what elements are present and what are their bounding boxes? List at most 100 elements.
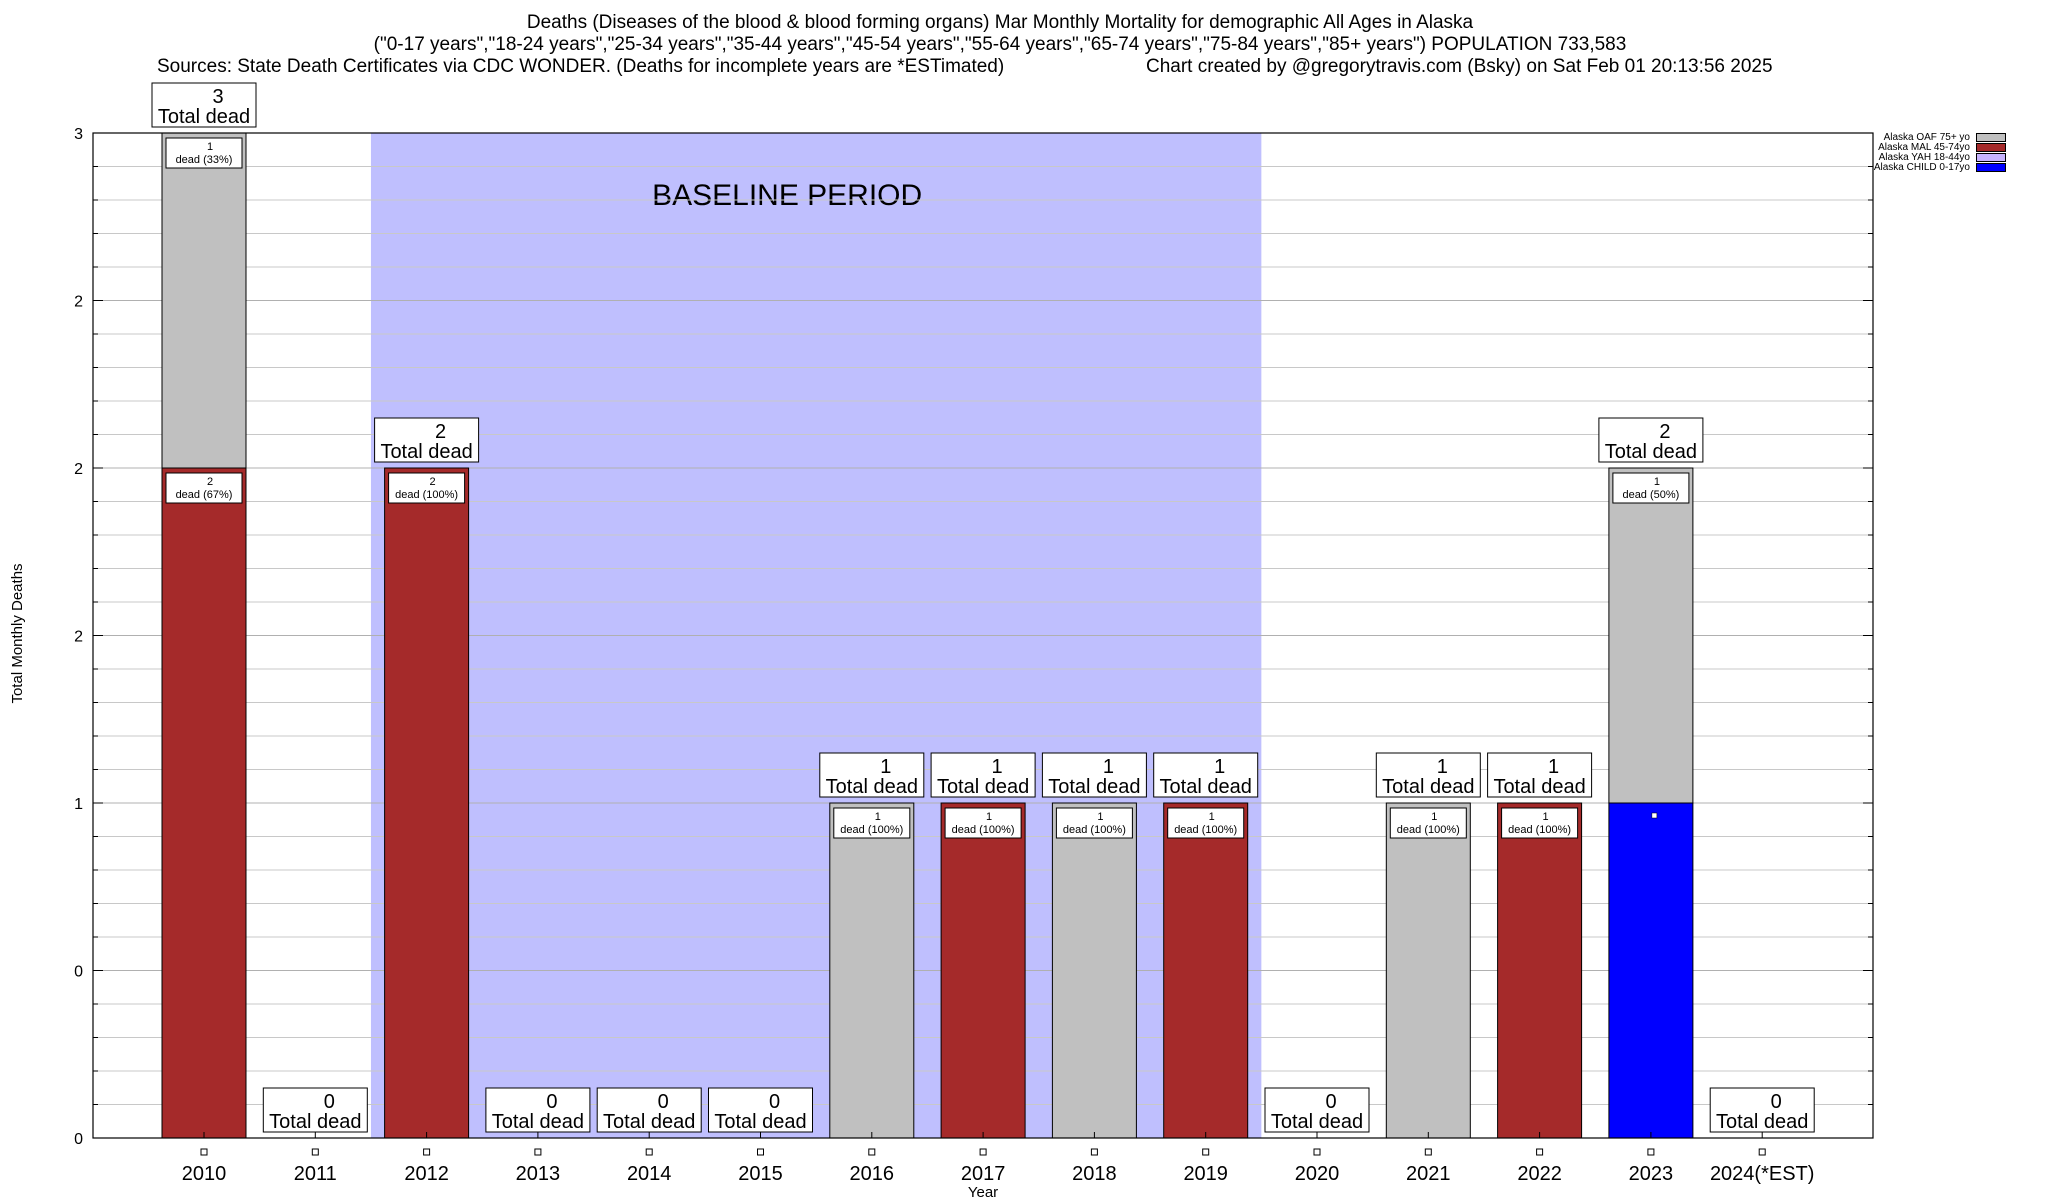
bar-segment — [384, 467, 470, 1139]
x-tick-label: 2010 — [182, 1163, 227, 1185]
segment-count: 1 — [1097, 811, 1103, 823]
legend-swatch — [1976, 133, 2006, 142]
x-marker — [645, 1148, 653, 1156]
total-label: Total dead — [1048, 776, 1140, 798]
total-label-box — [1264, 1087, 1370, 1133]
total-label-box — [1153, 752, 1259, 798]
total-label-box — [1709, 1087, 1815, 1133]
x-tick-label: 2014 — [627, 1163, 672, 1185]
y-axis-label: Total Monthly Deaths — [9, 563, 26, 703]
segment-label: dead (100%) — [1063, 824, 1126, 836]
segment-count: 1 — [1543, 811, 1549, 823]
bar-segment — [161, 467, 247, 1139]
total-count: 1 — [1103, 756, 1114, 778]
total-label: Total dead — [826, 776, 918, 798]
legend-entry: Alaska OAF 75+ yo — [1884, 132, 2006, 143]
total-count: 1 — [1548, 756, 1559, 778]
legend-label: Alaska OAF 75+ yo — [1883, 132, 1970, 143]
chart-title: Deaths (Diseases of the blood & blood fo… — [526, 12, 1474, 33]
x-tick-label: 2019 — [1183, 1163, 1228, 1185]
total-label: Total dead — [1382, 776, 1474, 798]
total-label-box — [1487, 752, 1593, 798]
y-tick-label: 2 — [74, 629, 83, 646]
segment-label: dead (100%) — [395, 489, 458, 501]
x-marker — [1536, 1148, 1544, 1156]
total-count: 1 — [1214, 756, 1225, 778]
bar-segment — [1051, 802, 1137, 1139]
total-count: 1 — [880, 756, 891, 778]
segment-count: 1 — [1209, 811, 1215, 823]
x-marker — [311, 1148, 319, 1156]
x-marker — [979, 1148, 987, 1156]
legend-entry: Alaska CHILD 0-17yo — [1874, 162, 2006, 173]
segment-label: dead (100%) — [1508, 824, 1571, 836]
legend-swatch — [1976, 143, 2006, 152]
total-count: 1 — [1437, 756, 1448, 778]
legend-swatch — [1976, 163, 2006, 172]
segment-label: dead (33%) — [176, 154, 233, 166]
x-marker — [423, 1148, 431, 1156]
y-tick-label: 0 — [74, 1131, 83, 1148]
segment-label-box — [944, 807, 1022, 839]
total-label: Total dead — [1716, 1111, 1808, 1133]
bar-segment — [1163, 802, 1249, 1139]
x-tick-label: 2011 — [294, 1163, 337, 1185]
total-label: Total dead — [492, 1111, 584, 1133]
segment-count: 1 — [1654, 476, 1660, 488]
legend-entry: Alaska YAH 18-44yo — [1879, 152, 2006, 163]
x-marker — [1424, 1148, 1432, 1156]
total-label: Total dead — [269, 1111, 361, 1133]
x-marker — [757, 1148, 764, 1156]
x-marker — [868, 1148, 876, 1156]
sources-text: Sources: State Death Certificates via CD… — [157, 56, 1005, 77]
plot-frame — [92, 132, 1874, 1139]
x-tick-label: 2020 — [1295, 1163, 1340, 1185]
total-count: 0 — [1325, 1091, 1336, 1113]
segment-label-box — [388, 472, 466, 504]
x-tick-label: 2016 — [850, 1163, 895, 1185]
total-label: Total dead — [937, 776, 1029, 798]
total-label-box — [708, 1087, 813, 1133]
total-label-box — [374, 417, 480, 463]
x-marker — [200, 1148, 208, 1156]
bar-segment — [829, 802, 915, 1139]
total-count: 0 — [658, 1091, 669, 1113]
segment-label-box — [165, 137, 243, 169]
segment-label: dead (67%) — [176, 489, 233, 501]
segment-label-box — [833, 807, 911, 839]
y-tick-label: 0 — [74, 964, 83, 981]
x-axis-label: Year — [968, 1184, 998, 1200]
bar-segment — [1385, 802, 1471, 1139]
total-label: Total dead — [158, 106, 250, 128]
total-count: 0 — [546, 1091, 557, 1113]
total-label: Total dead — [603, 1111, 695, 1133]
total-count: 0 — [1771, 1091, 1782, 1113]
total-label-box — [1041, 752, 1147, 798]
segment-label-box — [1055, 807, 1133, 839]
segment-label: dead (100%) — [1397, 824, 1460, 836]
segment-label-box — [1167, 807, 1245, 839]
segment-count: 1 — [207, 141, 213, 153]
legend-entry: Alaska MAL 45-74yo — [1878, 142, 2006, 153]
total-count: 3 — [212, 86, 223, 108]
total-label-box — [1375, 752, 1481, 798]
legend-swatch — [1976, 153, 2006, 162]
total-label: Total dead — [1271, 1111, 1363, 1133]
segment-count: 1 — [1431, 811, 1437, 823]
x-tick-label: 2022 — [1517, 1163, 1562, 1185]
bar-segment — [1497, 802, 1583, 1139]
total-count: 2 — [435, 421, 446, 443]
bar-segment — [1608, 802, 1694, 1139]
segment-count: 1 — [875, 811, 881, 823]
x-tick-label: 2021 — [1406, 1163, 1451, 1185]
x-marker — [1647, 1148, 1655, 1156]
segment-count: 2 — [430, 476, 436, 488]
y-tick-label: 2 — [74, 294, 83, 311]
y-tick-label: 3 — [74, 126, 83, 143]
x-tick-label: 2013 — [516, 1163, 561, 1185]
x-marker — [534, 1148, 542, 1156]
legend-label: Alaska YAH 18-44yo — [1878, 152, 1970, 163]
legend-label: Alaska MAL 45-74yo — [1878, 142, 1970, 153]
total-label-box — [262, 1087, 368, 1133]
